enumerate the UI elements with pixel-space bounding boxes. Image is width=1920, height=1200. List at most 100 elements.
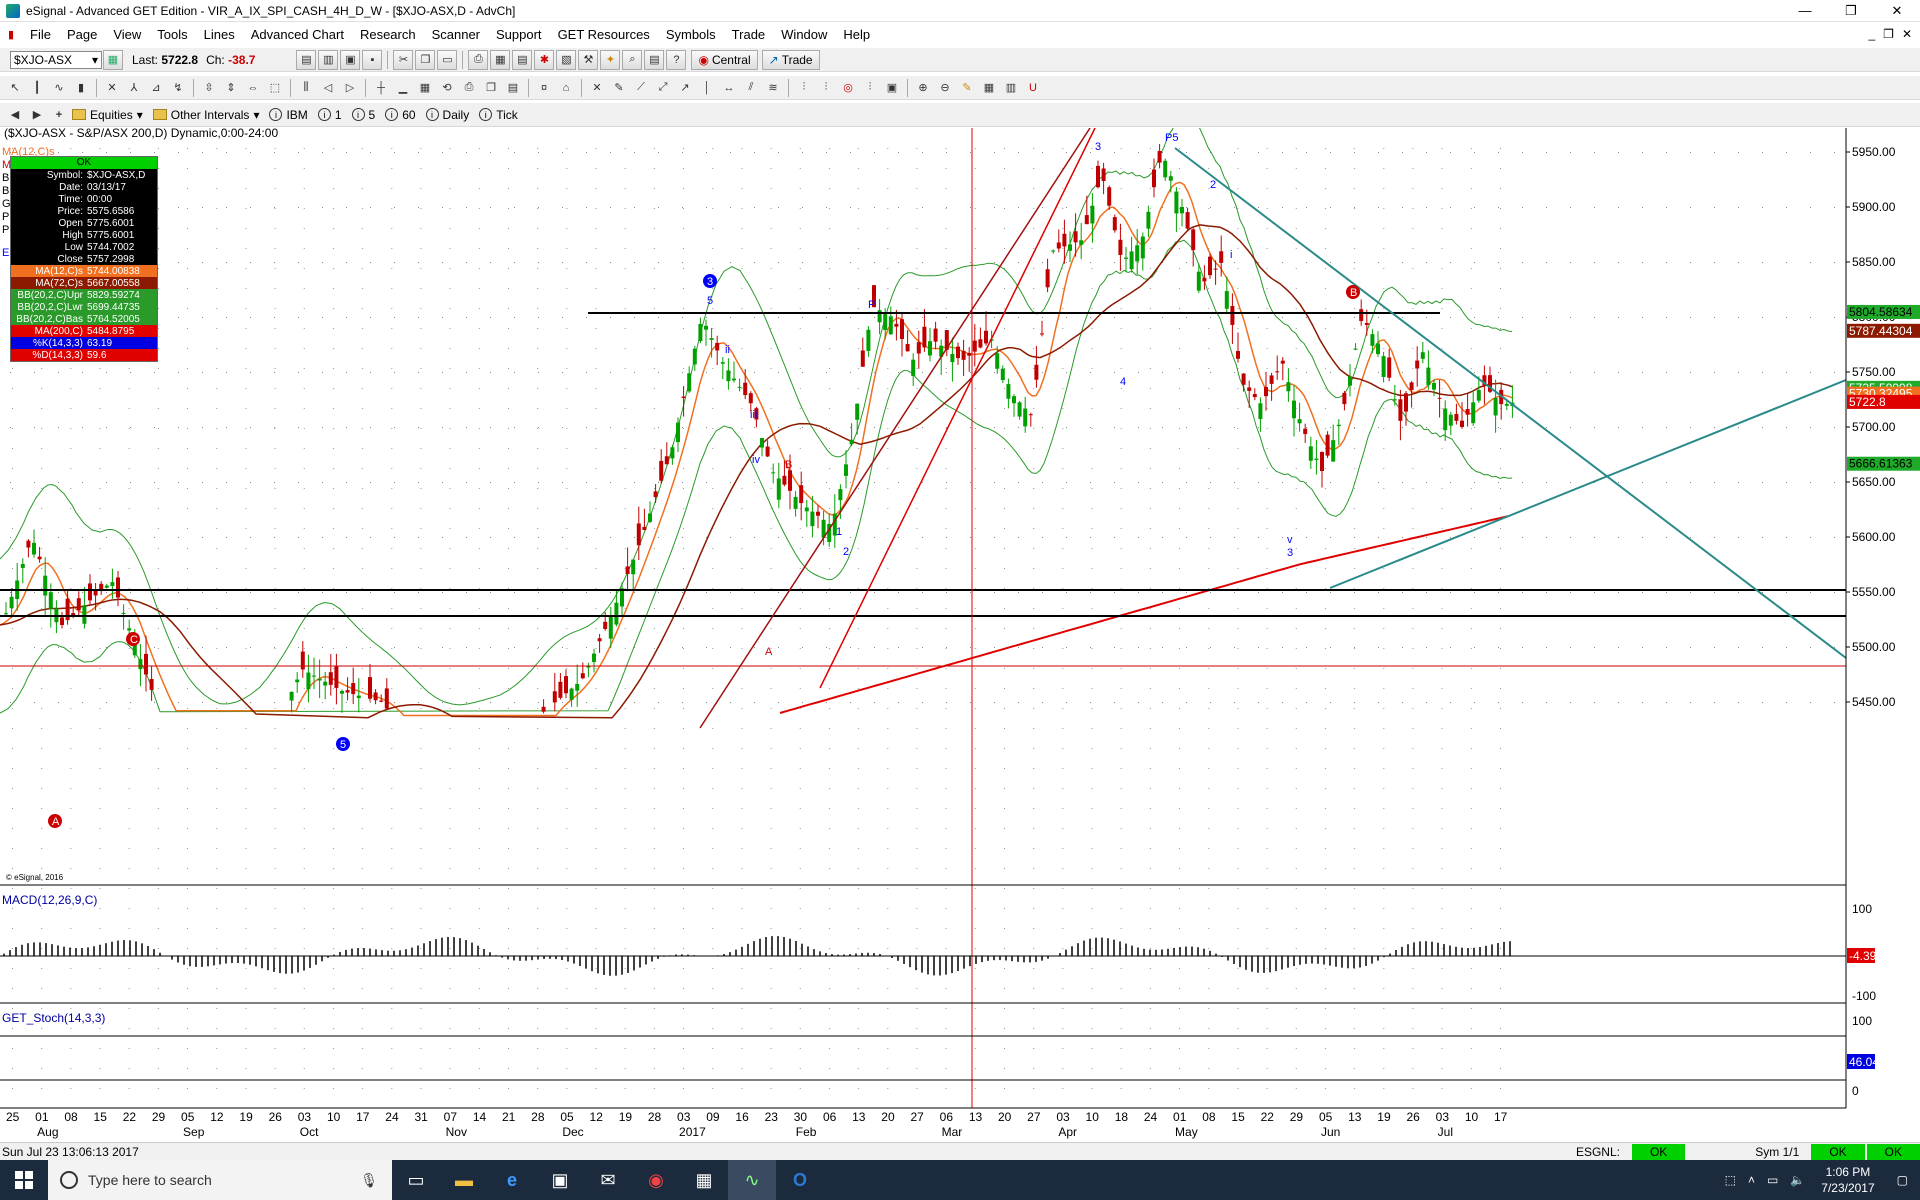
line-chart-icon[interactable]: ∿ xyxy=(54,82,64,94)
vertical-line-icon[interactable]: │ xyxy=(703,81,711,94)
cursor-data-window[interactable]: OK Symbol: $XJO-ASX,D Date: 03/13/17 Time: 00… xyxy=(10,156,158,362)
delete-line-icon[interactable]: ✕ xyxy=(592,82,602,94)
cursor-icon[interactable]: ↖ xyxy=(10,82,20,94)
menu-get-resources[interactable]: GET Resources xyxy=(557,26,650,42)
zoom-y-icon[interactable]: ⇕ xyxy=(226,82,236,94)
template-icon[interactable]: ▦ xyxy=(983,82,995,94)
volume-icon[interactable]: ▁ xyxy=(398,82,408,94)
network-icon[interactable]: ▭ xyxy=(1766,1173,1779,1187)
reset-icon[interactable]: ⟲ xyxy=(442,82,452,94)
central-button[interactable]: ◉ Central xyxy=(691,49,758,70)
task-view-icon[interactable]: ▭ xyxy=(407,1169,425,1190)
scale-icon[interactable]: ⇳ xyxy=(204,82,214,94)
menu-window[interactable]: Window xyxy=(781,26,828,42)
print-preview-icon[interactable]: ▦ xyxy=(490,49,511,70)
zoom-out-icon[interactable]: ⊖ xyxy=(940,82,950,94)
buy-sell-icon[interactable]: ¤ xyxy=(540,81,548,94)
menu-file[interactable]: File xyxy=(30,26,51,42)
notifications-icon[interactable]: ▢ xyxy=(1896,1173,1908,1187)
copy-icon[interactable]: ❐ xyxy=(415,49,436,70)
taskbar-clock[interactable]: 1:06 PM 7/23/2017 xyxy=(1811,1164,1884,1196)
horizontal-line-icon[interactable]: ↔ xyxy=(723,81,735,94)
mdi-minimize-button[interactable]: _ xyxy=(1868,27,1876,41)
copy-chart-icon[interactable]: ❐ xyxy=(486,82,496,94)
interval-ibm[interactable]: i IBM xyxy=(269,108,308,122)
trade-button[interactable]: ↗ Trade xyxy=(761,49,820,70)
fib-circle-icon[interactable]: ◎ xyxy=(843,82,853,94)
equities-dropdown[interactable]: Equities ▾ xyxy=(72,108,143,122)
layout-icon[interactable]: ▧ xyxy=(556,49,577,70)
chevron-up-icon[interactable]: ˄ xyxy=(1747,1173,1755,1187)
outlook-icon[interactable]: O xyxy=(792,1169,807,1190)
parallel-lines-icon[interactable]: ≋ xyxy=(768,82,778,94)
other-intervals-dropdown[interactable]: Other Intervals ▾ xyxy=(152,108,259,122)
search-icon[interactable]: ⌕ xyxy=(622,49,643,70)
close-button[interactable]: ✕ xyxy=(1891,2,1903,18)
overlay-icon[interactable]: ⬚ xyxy=(269,82,281,94)
menu-research[interactable]: Research xyxy=(359,26,416,42)
print-icon[interactable]: ⎙ xyxy=(468,49,489,70)
open-page-icon[interactable]: ▣ xyxy=(340,49,361,70)
store-icon[interactable]: ▣ xyxy=(551,1169,569,1190)
remote-desktop-icon[interactable]: ▦ xyxy=(695,1169,713,1190)
chart-list-icon[interactable]: ▤ xyxy=(644,49,665,70)
interval-tick[interactable]: i Tick xyxy=(479,108,518,122)
alert-icon[interactable]: ✱ xyxy=(534,49,555,70)
candlestick-icon[interactable]: ▮ xyxy=(77,82,85,94)
menu-view[interactable]: View xyxy=(113,26,142,42)
tools-icon[interactable]: ⚒ xyxy=(578,49,599,70)
paste-icon[interactable]: ▭ xyxy=(437,49,458,70)
mdi-restore-button[interactable]: ❐ xyxy=(1883,27,1894,41)
interval-daily[interactable]: i Daily xyxy=(425,108,469,122)
line-break-icon[interactable]: ↯ xyxy=(173,82,183,94)
menu-lines[interactable]: Lines xyxy=(203,26,235,42)
data-window-ok[interactable]: OK xyxy=(11,157,157,169)
extended-line-icon[interactable]: ↗ xyxy=(680,82,690,94)
menu-scanner[interactable]: Scanner xyxy=(431,26,481,42)
symbol-input[interactable]: $XJO-ASX ▾ xyxy=(10,50,102,69)
kagi-icon[interactable]: ⅄ xyxy=(130,82,138,94)
news-icon[interactable]: ▤ xyxy=(512,49,533,70)
cut-icon[interactable]: ✂ xyxy=(393,49,414,70)
trend-line-icon[interactable]: ⟋ xyxy=(637,81,645,93)
mail-icon[interactable]: ✉ xyxy=(600,1169,616,1190)
order-icon[interactable]: ⌂ xyxy=(562,81,570,94)
chart-window-icon[interactable]: ▮ xyxy=(7,28,15,41)
symbol-go-icon[interactable]: ▦ xyxy=(103,49,123,70)
properties-icon[interactable]: ▤ xyxy=(507,82,519,94)
bar-chart-icon[interactable]: ┃ xyxy=(33,82,41,94)
paint-icon[interactable]: ✎ xyxy=(962,82,972,94)
start-button[interactable] xyxy=(0,1160,48,1200)
menu-help[interactable]: Help xyxy=(843,26,871,42)
scroll-left-icon[interactable]: ◁ xyxy=(323,82,333,94)
scanner-icon[interactable]: ✦ xyxy=(600,49,621,70)
fit-icon[interactable]: ⇔ xyxy=(247,81,259,94)
save-icon[interactable]: ▪ xyxy=(362,49,383,70)
channel-icon[interactable]: ⫽ xyxy=(748,81,754,93)
interval-60[interactable]: i 60 xyxy=(385,108,416,122)
scroll-right-icon[interactable]: ▷ xyxy=(345,82,355,94)
mdi-close-button[interactable]: ✕ xyxy=(1901,27,1912,41)
fib-retrace-icon[interactable]: ⫶ xyxy=(802,81,806,93)
microphone-icon[interactable]: 🎙 xyxy=(360,1171,378,1188)
menu-support[interactable]: Support xyxy=(496,26,542,42)
taskbar-search-box[interactable]: Type here to search 🎙 xyxy=(48,1160,392,1200)
help-icon[interactable]: ? xyxy=(666,49,687,70)
fib-time-icon[interactable]: ⫶ xyxy=(868,81,872,93)
menu-trade[interactable]: Trade xyxy=(731,26,766,42)
volume-icon[interactable]: 🔈 xyxy=(1790,1173,1806,1187)
restore-button[interactable]: ❐ xyxy=(1845,2,1857,18)
menu-page[interactable]: Page xyxy=(66,26,98,42)
print-chart-icon[interactable]: ⎙ xyxy=(464,81,474,93)
esignal-taskbar-icon[interactable]: ∿ xyxy=(728,1160,776,1200)
point-figure-icon[interactable]: ✕ xyxy=(107,82,117,94)
ray-icon[interactable]: ⤢ xyxy=(658,81,668,93)
magnet-icon[interactable]: U xyxy=(1029,81,1037,94)
people-icon[interactable]: ⬚ xyxy=(1724,1173,1736,1187)
new-quote-icon[interactable]: ▥ xyxy=(318,49,339,70)
bar-spacing-icon[interactable]: ⫼ xyxy=(303,81,309,93)
pen-icon[interactable]: ✎ xyxy=(614,82,624,94)
renko-icon[interactable]: ⊿ xyxy=(151,82,161,94)
